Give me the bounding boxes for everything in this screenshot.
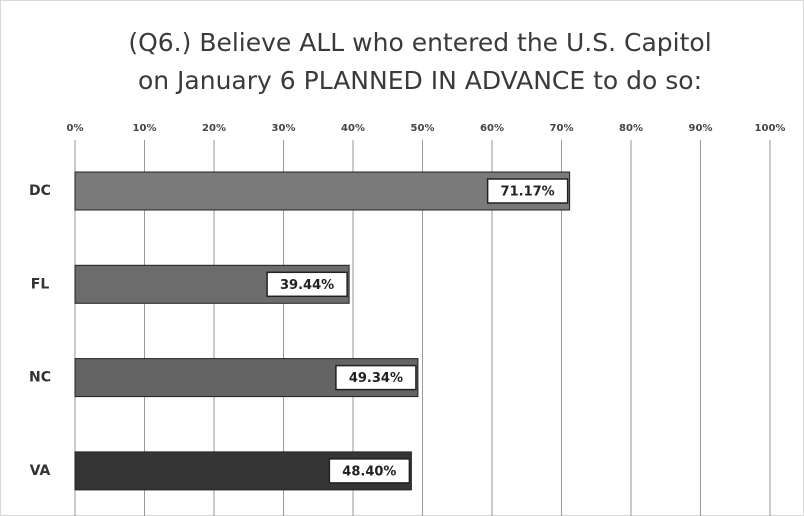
x-tick-label: 90% <box>689 123 713 134</box>
value-label: 71.17% <box>501 185 555 200</box>
x-tick-label: 0% <box>67 123 84 134</box>
y-tick-label: DC <box>29 183 51 199</box>
x-tick-label: 70% <box>550 123 574 134</box>
x-tick-label: 100% <box>755 123 786 134</box>
value-label: 39.44% <box>280 278 334 293</box>
x-tick-label: 60% <box>480 123 504 134</box>
x-tick-label: 20% <box>202 123 226 134</box>
chart-title: (Q6.) Believe ALL who entered the U.S. C… <box>128 28 711 57</box>
x-tick-label: 10% <box>133 123 157 134</box>
y-tick-label: FL <box>31 276 50 292</box>
value-label: 48.40% <box>342 464 396 479</box>
y-tick-label: NC <box>29 370 51 386</box>
x-tick-label: 80% <box>619 123 643 134</box>
chart-title: on January 6 PLANNED IN ADVANCE to do so… <box>138 66 702 95</box>
x-tick-label: 50% <box>411 123 435 134</box>
value-label-box <box>266 271 348 298</box>
y-tick-label: VA <box>30 463 51 479</box>
value-label-box <box>328 458 411 484</box>
value-label-box <box>335 364 417 391</box>
x-tick-label: 40% <box>341 123 365 134</box>
x-tick-label: 30% <box>272 123 296 134</box>
value-label-box <box>486 178 569 204</box>
value-label: 49.34% <box>349 371 403 386</box>
